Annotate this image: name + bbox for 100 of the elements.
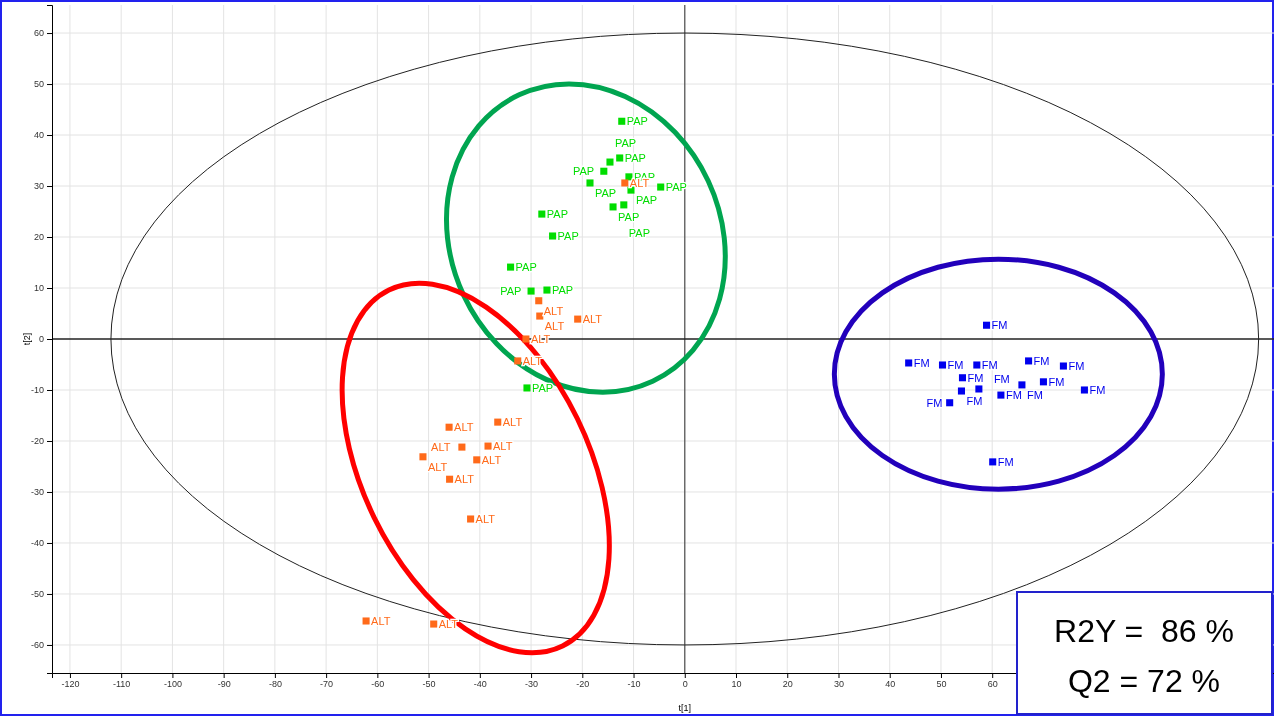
point xyxy=(975,385,983,393)
text: FM xyxy=(1033,354,1050,367)
text: ALT xyxy=(371,614,391,627)
series-label: FM xyxy=(1005,389,1022,402)
point xyxy=(494,418,502,426)
point xyxy=(657,183,665,191)
point xyxy=(536,312,544,320)
text: PAP xyxy=(557,230,579,242)
point xyxy=(535,297,543,305)
x-tick-label: 50 xyxy=(936,679,947,690)
x-tick-label: -50 xyxy=(422,679,436,690)
x-axis-title: t[1] xyxy=(678,703,692,713)
text: FM xyxy=(1026,388,1043,401)
text: PAP xyxy=(531,381,554,394)
x-tick-label: -20 xyxy=(576,679,590,690)
point xyxy=(609,203,617,211)
point xyxy=(458,443,466,451)
point xyxy=(957,387,965,395)
text: PAP xyxy=(546,208,569,221)
x-tick-label: -70 xyxy=(320,679,334,690)
x-tick-label: -110 xyxy=(112,679,131,690)
x-tick-label: -100 xyxy=(163,679,182,690)
text: ALT xyxy=(454,421,474,434)
point xyxy=(430,620,438,628)
point xyxy=(1059,362,1067,370)
y-tick-label: 60 xyxy=(33,28,44,39)
point xyxy=(543,286,551,294)
text: ALT xyxy=(438,618,459,631)
text: FM xyxy=(947,359,964,372)
point xyxy=(600,167,608,175)
point xyxy=(484,442,492,450)
point xyxy=(1025,357,1033,365)
text: PAP xyxy=(618,210,640,223)
annotation: R2Y = 86 % xyxy=(1054,613,1234,649)
x-tick-label: -30 xyxy=(525,679,539,690)
point xyxy=(618,117,626,125)
text: FM xyxy=(926,396,943,409)
point xyxy=(514,357,522,365)
text: PAP xyxy=(500,285,522,298)
point xyxy=(620,201,628,209)
y-tick-label: -10 xyxy=(30,385,44,396)
x-tick-label: 60 xyxy=(987,679,998,690)
y-tick-label: -50 xyxy=(30,589,44,600)
point xyxy=(621,179,629,187)
text: FM xyxy=(967,371,984,384)
x-tick-label: -40 xyxy=(473,679,487,690)
x-tick-label: -60 xyxy=(371,679,385,690)
text: FM xyxy=(997,455,1014,468)
x-tick-label: -80 xyxy=(268,679,282,690)
text: FM xyxy=(966,395,983,408)
y-tick-label: -20 xyxy=(30,436,44,447)
text: FM xyxy=(1089,383,1106,396)
text: PAP xyxy=(573,165,595,178)
text: FM xyxy=(991,319,1008,332)
point xyxy=(523,384,531,392)
point xyxy=(586,179,594,187)
text: ALT xyxy=(475,513,495,525)
text: ALT xyxy=(502,416,523,429)
text: PAP xyxy=(551,284,574,297)
y-tick-label: 0 xyxy=(38,334,44,345)
point xyxy=(473,456,481,464)
y-tick-label: -60 xyxy=(30,640,44,651)
point xyxy=(507,263,515,271)
text: ALT xyxy=(431,441,451,454)
series-label: PAP xyxy=(626,115,648,128)
point xyxy=(538,210,546,218)
x-tick-label: 40 xyxy=(885,679,896,690)
text: PAP xyxy=(594,186,617,199)
point xyxy=(973,361,981,369)
point xyxy=(1018,381,1026,389)
text: FM xyxy=(1068,360,1085,373)
point xyxy=(522,335,530,343)
text: PAP xyxy=(515,261,537,274)
text: PAP xyxy=(628,226,651,239)
point xyxy=(1080,386,1088,394)
point xyxy=(574,315,582,323)
point xyxy=(946,399,954,407)
point xyxy=(938,361,947,369)
text: ALT xyxy=(454,473,474,486)
point xyxy=(549,232,557,240)
point xyxy=(983,321,991,329)
y-tick-label: -40 xyxy=(30,538,44,549)
x-tick-label: 0 xyxy=(682,679,688,690)
y-tick-label: -30 xyxy=(30,487,44,498)
text: ALT xyxy=(493,440,513,453)
text: ALT xyxy=(582,313,603,326)
point xyxy=(445,423,453,431)
x-tick-label: 10 xyxy=(731,679,742,690)
text: FM xyxy=(981,359,998,372)
annotation: Q2 = 72 % xyxy=(1067,663,1221,699)
point xyxy=(419,453,427,461)
series-label: ALT xyxy=(543,304,564,317)
y-tick-label: 50 xyxy=(33,79,44,90)
text: PAP xyxy=(614,137,637,150)
point xyxy=(362,617,370,625)
text: PAP xyxy=(635,194,658,207)
y-tick-label: 10 xyxy=(33,283,44,294)
text: FM xyxy=(993,372,1010,385)
point xyxy=(997,391,1005,399)
y-tick-label: 40 xyxy=(33,130,44,141)
